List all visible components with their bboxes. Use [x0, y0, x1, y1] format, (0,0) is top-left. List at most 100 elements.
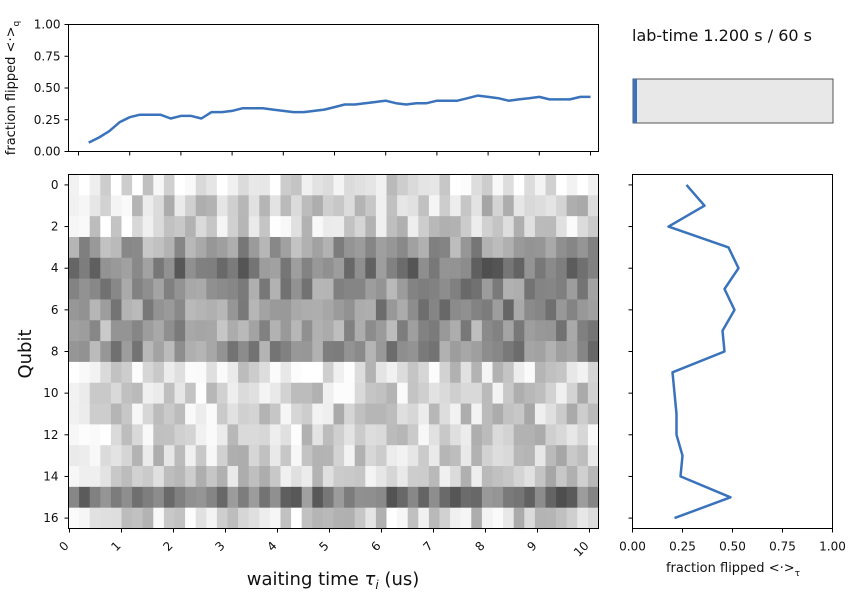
heatmap-cell: [492, 257, 504, 280]
heatmap-cell: [132, 278, 144, 301]
heatmap-cell: [110, 257, 123, 280]
heatmap-cell: [100, 195, 112, 217]
heatmap-cell: [248, 299, 260, 321]
heatmap-cell: [322, 299, 335, 321]
heatmap-cell: [471, 236, 483, 259]
heatmap-cell: [524, 236, 536, 259]
heatmap-cell: [312, 507, 324, 530]
heatmap-cell: [503, 174, 515, 196]
heatmap-cell: [132, 299, 144, 321]
heatmap-cell: [174, 403, 186, 425]
heatmap-cell: [333, 278, 345, 301]
heatmap-cell: [344, 403, 356, 425]
heatmap-cell: [460, 403, 472, 425]
heatmap-cell: [407, 403, 419, 425]
heatmap-cell: [269, 445, 282, 467]
heatmap-cell: [513, 236, 525, 259]
heatmap-cell: [545, 486, 557, 509]
heatmap-cell: [269, 299, 282, 321]
heatmap-cell: [460, 486, 472, 509]
heatmap-cell: [566, 257, 578, 280]
heatmap-cell: [79, 299, 91, 321]
heatmap-cell: [238, 257, 250, 280]
heatmap-cell: [79, 361, 91, 384]
heatmap-cell: [524, 257, 536, 280]
heatmap-cell: [79, 382, 91, 405]
heatmap-cell: [322, 341, 335, 363]
heatmap-cell: [439, 236, 451, 259]
heatmap-cell: [397, 195, 409, 217]
heatmap-cell: [142, 257, 154, 280]
heatmap-cell: [291, 236, 303, 259]
heatmap-cell: [89, 382, 101, 405]
heatmap-cell: [577, 341, 589, 363]
heatmap-cell: [460, 278, 472, 301]
heatmap-cell: [354, 236, 366, 259]
heatmap-cell: [397, 299, 409, 321]
heatmap-cell: [354, 403, 366, 425]
heatmap-cell: [68, 320, 80, 342]
heatmap-cell: [407, 466, 419, 488]
heatmap-cell: [280, 403, 292, 425]
heatmap-cell: [121, 403, 133, 425]
heatmap-cell: [365, 486, 377, 509]
heatmap-cell: [216, 236, 229, 259]
heatmap-cell: [142, 216, 154, 238]
heatmap-cell: [301, 278, 313, 301]
heatmap-cell: [100, 445, 112, 467]
heatmap-cell: [587, 466, 600, 488]
heatmap-cell: [365, 403, 377, 425]
heatmap-cell: [280, 424, 292, 446]
heatmap-cell: [471, 486, 483, 509]
heatmap-cell: [79, 445, 91, 467]
heatmap-cell: [216, 299, 229, 321]
heatmap-cell: [471, 341, 483, 363]
top-series-line: [88, 94, 591, 144]
heatmap-cell: [238, 278, 250, 301]
heatmap-cell: [248, 174, 260, 196]
heatmap-cell: [291, 278, 303, 301]
heatmap-cell: [418, 236, 430, 259]
heatmap-cell: [566, 278, 578, 301]
heatmap-cell: [227, 216, 239, 238]
heatmap-cell: [365, 507, 377, 530]
heatmap-cell: [354, 257, 366, 280]
heatmap-cell: [471, 216, 483, 238]
heatmap-cell: [492, 278, 504, 301]
heatmap-cell: [174, 466, 186, 488]
heatmap-cell: [513, 466, 525, 488]
heatmap-ylabel: Qubit: [15, 329, 36, 378]
heatmap-cell: [513, 424, 525, 446]
heatmap-cell: [68, 195, 80, 217]
heatmap-cell: [163, 445, 176, 467]
heatmap-cell: [132, 216, 144, 238]
heatmap-cell: [153, 361, 165, 384]
heatmap-cell: [344, 320, 356, 342]
heatmap-cell: [492, 507, 504, 530]
heatmap-cell: [301, 320, 313, 342]
heatmap-cell: [386, 236, 398, 259]
heatmap-cell: [471, 361, 483, 384]
heatmap-cell: [524, 382, 536, 405]
heatmap-cell: [185, 382, 197, 405]
heatmap-cell: [142, 403, 154, 425]
heatmap-cell: [354, 299, 366, 321]
heatmap-cell: [322, 486, 335, 509]
heatmap-cell: [301, 507, 313, 530]
heatmap-cell: [545, 382, 557, 405]
heatmap-cell: [174, 320, 186, 342]
heatmap-cell: [68, 466, 80, 488]
heatmap-cell: [248, 361, 260, 384]
heatmap-cell: [375, 466, 388, 488]
heatmap-cell: [375, 299, 388, 321]
heatmap-cell: [312, 361, 324, 384]
heatmap-cell: [216, 361, 229, 384]
heatmap-cell: [89, 424, 101, 446]
heatmap-cell: [79, 195, 91, 217]
heatmap-cell: [174, 216, 186, 238]
heatmap-cell: [439, 361, 451, 384]
heatmap-cell: [238, 195, 250, 217]
heatmap-cell: [450, 445, 462, 467]
heatmap-cell: [163, 361, 176, 384]
heatmap-cell: [524, 278, 536, 301]
